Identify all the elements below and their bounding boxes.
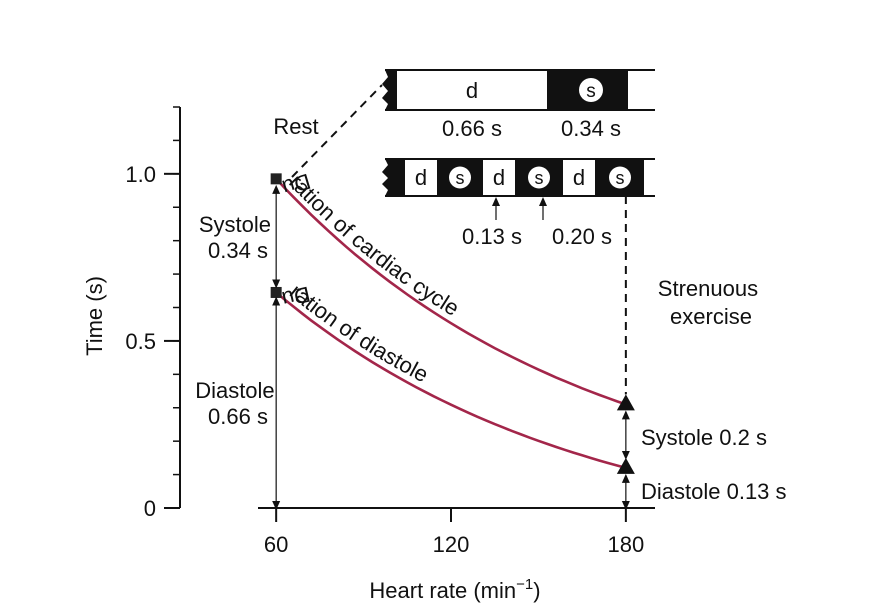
exercise-strip-letter-s1: s bbox=[456, 168, 465, 188]
exercise-strip-duration-systole: 0.20 s bbox=[552, 224, 612, 249]
series-diastole-end-marker bbox=[616, 457, 635, 474]
systole-exercise-label: Systole 0.2 s bbox=[641, 425, 767, 450]
exercise-strip-circle-s1 bbox=[449, 166, 471, 189]
series-cardiac-cycle-end-marker bbox=[616, 394, 635, 411]
series-diastole-start-marker bbox=[270, 286, 282, 298]
y-tick-label: 0.5 bbox=[125, 329, 156, 354]
exercise-strip-letter-s3: s bbox=[616, 168, 625, 188]
x-ticks: 60 120 180 bbox=[264, 508, 644, 557]
rest-strip-diastole-cell bbox=[395, 69, 549, 111]
strenuous-line-2: exercise bbox=[670, 304, 752, 329]
x-tick-label: 120 bbox=[433, 532, 470, 557]
diastole-rest-line-2: 0.66 s bbox=[208, 404, 268, 429]
x-tick-label: 60 bbox=[264, 532, 288, 557]
x-axis-label: Heart rate (min−1) bbox=[369, 576, 540, 603]
exercise-strip-letter-s2: s bbox=[535, 168, 544, 188]
rest-strip: d s 0.66 s 0.34 s bbox=[382, 69, 655, 141]
series-cardiac-cycle-line bbox=[275, 177, 627, 406]
systole-rest-line-2: 0.34 s bbox=[208, 238, 268, 263]
exercise-strip-cell-d1 bbox=[403, 158, 439, 197]
rest-strip-systole-letter: s bbox=[586, 81, 596, 102]
exercise-strip-duration-diastole: 0.13 s bbox=[462, 224, 522, 249]
exercise-strip-circle-s3 bbox=[609, 166, 631, 189]
exercise-strip-letter-d3: d bbox=[573, 165, 585, 190]
y-axis-label: Time (s) bbox=[82, 276, 107, 356]
y-minor-ticks bbox=[173, 106, 180, 509]
x-tick-label: 180 bbox=[607, 532, 644, 557]
rest-strip-systole-circle bbox=[579, 78, 603, 102]
strenuous-exercise-label: Strenuous exercise bbox=[658, 276, 764, 329]
exercise-strip-circle-s2 bbox=[528, 166, 550, 189]
systole-rest-line-1: Systole bbox=[199, 212, 271, 237]
y-tick-label: 1.0 bbox=[125, 162, 156, 187]
series-diastole-line bbox=[275, 291, 627, 470]
rest-strip-left-cap bbox=[382, 70, 396, 110]
rest-strip-duration-diastole: 0.66 s bbox=[442, 116, 502, 141]
exercise-strip-cell-d2 bbox=[481, 158, 517, 197]
y-tick-label: 0 bbox=[144, 496, 156, 521]
diastole-rest-label: Diastole 0.66 s bbox=[195, 378, 281, 429]
systole-rest-label: Systole 0.34 s bbox=[199, 212, 277, 263]
rest-strip-duration-systole: 0.34 s bbox=[561, 116, 621, 141]
rest-strip-diastole-letter: d bbox=[466, 78, 478, 103]
exercise-strip-letter-d1: d bbox=[415, 165, 427, 190]
strenuous-line-1: Strenuous bbox=[658, 276, 758, 301]
exercise-strip-left-cap bbox=[382, 159, 404, 196]
exercise-strip-letter-d2: d bbox=[493, 165, 505, 190]
x-axis-label-close: ) bbox=[533, 578, 540, 603]
diastole-exercise-label: Diastole 0.13 s bbox=[641, 479, 787, 504]
x-axis-label-superscript: −1 bbox=[516, 576, 533, 593]
series-cardiac-cycle-start-marker bbox=[270, 173, 282, 185]
y-major-ticks: 0 0.5 1.0 bbox=[125, 162, 180, 521]
diastole-rest-line-1: Diastole bbox=[195, 378, 274, 403]
rest-dashed-connector bbox=[291, 84, 383, 178]
exercise-strip: d s d s d s 0.13 s 0.20 s bbox=[382, 158, 655, 249]
rest-label: Rest bbox=[273, 114, 318, 139]
exercise-strip-cell-d3 bbox=[561, 158, 597, 197]
